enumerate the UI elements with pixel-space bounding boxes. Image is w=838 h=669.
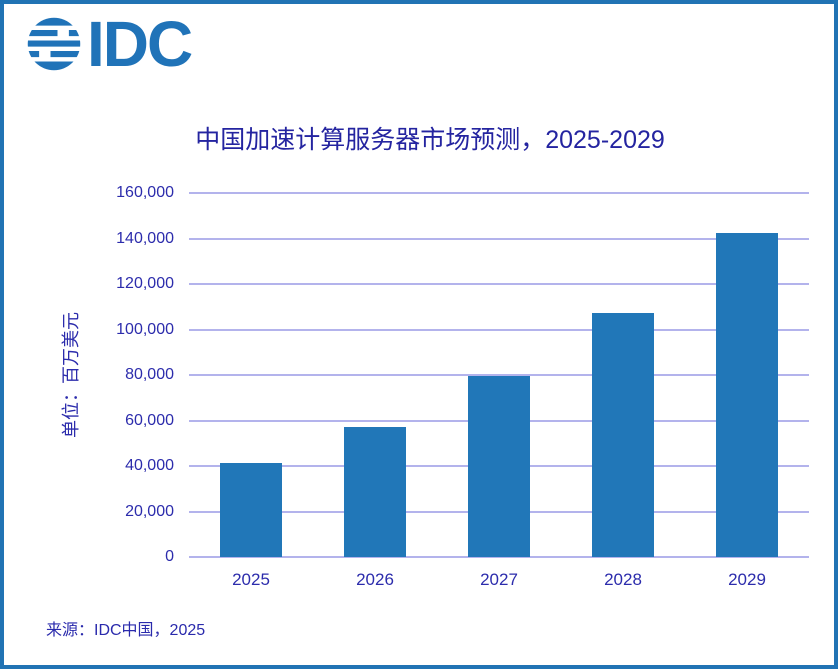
y-tick-label-20000: 20,000 (125, 502, 174, 520)
bar-2025 (220, 463, 282, 557)
bar-2026 (344, 426, 406, 557)
gridline-140000 (189, 237, 809, 240)
x-tick-label-2027: 2027 (480, 570, 518, 589)
idc-logo-text: IDC (87, 8, 193, 80)
idc-globe-icon (26, 17, 82, 71)
y-tick-label-40000: 40,000 (125, 457, 174, 474)
x-tick-label-2029: 2029 (728, 570, 766, 589)
x-tick-label-2026: 2026 (356, 570, 394, 589)
gridline-0 (189, 556, 809, 558)
x-tick-label-2028: 2028 (604, 570, 642, 589)
y-tick-label-140000: 140,000 (116, 229, 174, 247)
y-tick-label-160000: 160,000 (116, 184, 174, 201)
y-tick-label-120000: 120,000 (116, 275, 174, 292)
x-axis-tick-labels: 2025 2026 2027 2028 2029 (189, 570, 809, 594)
y-tick-label-60000: 60,000 (125, 411, 174, 429)
y-axis-tick-labels: 0 20,000 40,000 60,000 80,000 100,000 120,000 1… (4, 184, 174, 565)
gridline-160000 (189, 192, 809, 194)
y-tick-label-100000: 100,000 (116, 320, 174, 338)
gridline-120000 (189, 283, 809, 285)
gridline-100000 (189, 328, 809, 331)
source-note: 来源：IDC中国，2025 (46, 622, 206, 639)
idc-logo: IDC (26, 8, 193, 80)
bar-2028 (592, 312, 654, 557)
gridline-80000 (189, 374, 809, 376)
plot-area (189, 192, 809, 558)
bar-2027 (468, 376, 530, 557)
chart-title: 中国加速计算服务器市场预测，2025-2029 (195, 126, 665, 154)
bar-2029 (716, 233, 778, 557)
y-tick-label-0: 0 (165, 548, 174, 565)
x-tick-label-2025: 2025 (232, 570, 270, 589)
y-tick-label-80000: 80,000 (125, 366, 174, 383)
